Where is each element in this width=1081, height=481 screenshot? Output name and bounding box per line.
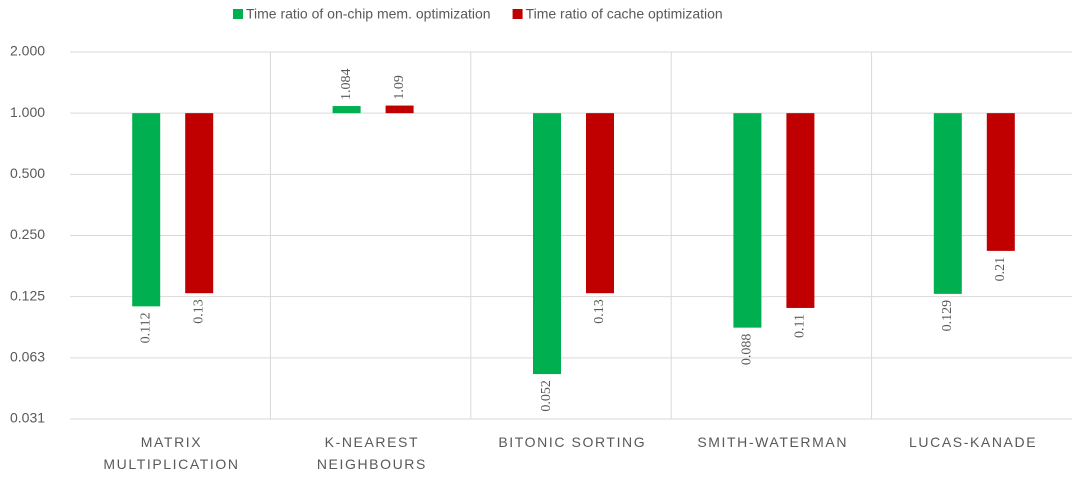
bar — [733, 113, 762, 328]
legend-swatch — [233, 9, 243, 19]
bar — [586, 113, 614, 294]
bar — [185, 113, 214, 294]
x-tick-label: SMITH-WATERMAN — [697, 434, 849, 450]
y-tick-label: 2.000 — [10, 43, 45, 59]
x-tick-label: MATRIX MULTIPLICATION — [103, 434, 240, 472]
x-tick-label: LUCAS-KANADE — [909, 434, 1038, 450]
y-tick-label: 0.031 — [10, 410, 45, 426]
y-tick-label: 1.000 — [10, 104, 45, 120]
legend-label: Time ratio of cache optimization — [526, 6, 723, 22]
bar — [786, 113, 815, 308]
value-label: 1.084 — [339, 69, 354, 101]
y-tick-label: 0.063 — [10, 349, 45, 365]
legend-label: Time ratio of on-chip mem. optimization — [246, 6, 491, 22]
value-label: 0.112 — [138, 312, 153, 343]
bar — [332, 106, 361, 114]
y-tick-label: 0.125 — [10, 287, 45, 303]
value-label: 0.088 — [740, 334, 755, 366]
value-label: 1.09 — [392, 75, 407, 100]
value-label: 0.13 — [592, 299, 607, 324]
bar — [132, 113, 161, 307]
bar — [533, 113, 561, 375]
y-tick-label: 0.500 — [10, 165, 45, 181]
value-label: 0.21 — [993, 257, 1008, 282]
value-label: 0.129 — [940, 300, 955, 332]
bar — [986, 113, 1015, 251]
value-label: 0.052 — [539, 380, 554, 412]
x-tick-label: K-NEAREST NEIGHBOURS — [316, 434, 427, 472]
y-tick-label: 0.250 — [10, 226, 45, 242]
bar — [933, 113, 962, 294]
legend-swatch — [512, 9, 523, 19]
x-tick-label: BITONIC SORTING — [498, 434, 647, 450]
bar — [385, 105, 414, 114]
value-label: 0.11 — [793, 314, 808, 338]
value-label: 0.13 — [191, 299, 206, 324]
